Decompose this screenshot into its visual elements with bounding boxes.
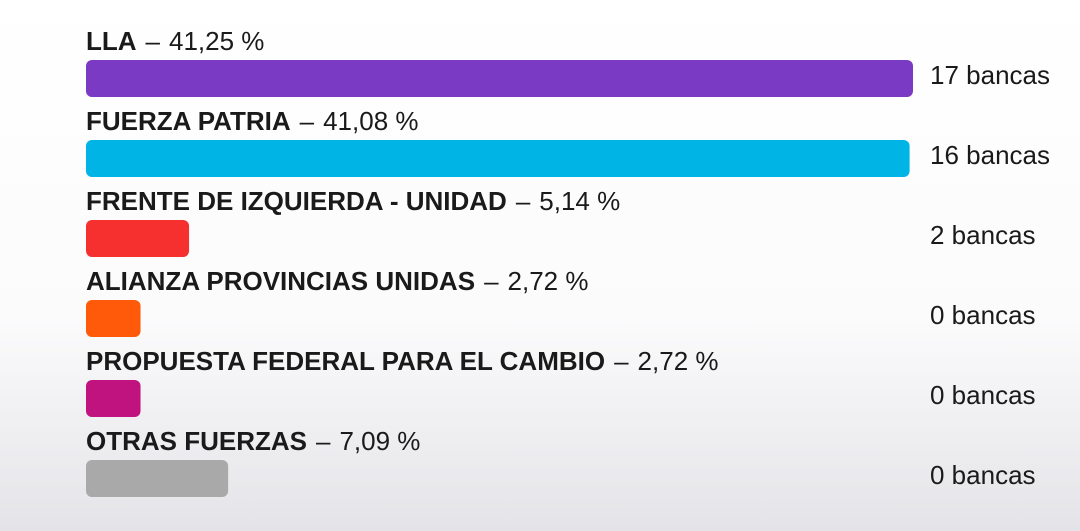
party-name: PROPUESTA FEDERAL PARA EL CAMBIO (86, 346, 605, 376)
bar (86, 300, 141, 337)
party-name: LLA (86, 26, 137, 56)
bar (86, 220, 190, 257)
bar (86, 460, 229, 497)
row-label: FRENTE DE IZQUIERDA - UNIDAD –5,14 % (86, 186, 620, 216)
seats-label: 17 bancas (930, 60, 1050, 90)
seats-label: 2 bancas (930, 220, 1036, 250)
value-label: 41,08 % (323, 106, 418, 136)
row-label: OTRAS FUERZAS –7,09 % (86, 426, 420, 456)
value-label: 5,14 % (539, 186, 620, 216)
value-label: 7,09 % (339, 426, 420, 456)
seats-label: 16 bancas (930, 140, 1050, 170)
separator: – (316, 426, 331, 456)
bar (86, 140, 910, 177)
bar (86, 60, 913, 97)
value-label: 2,72 % (508, 266, 589, 296)
party-name: ALIANZA PROVINCIAS UNIDAS (86, 266, 475, 296)
separator: – (300, 106, 315, 136)
seats-label: 0 bancas (930, 300, 1036, 330)
value-label: 41,25 % (169, 26, 264, 56)
separator: – (516, 186, 531, 216)
seats-label: 0 bancas (930, 460, 1036, 490)
bar (86, 380, 141, 417)
row-label: LLA –41,25 % (86, 26, 264, 56)
party-name: OTRAS FUERZAS (86, 426, 307, 456)
party-name: FRENTE DE IZQUIERDA - UNIDAD (86, 186, 507, 216)
seats-label: 0 bancas (930, 380, 1036, 410)
separator: – (614, 346, 629, 376)
row-label: ALIANZA PROVINCIAS UNIDAS –2,72 % (86, 266, 588, 296)
party-name: FUERZA PATRIA (86, 106, 291, 136)
row-label: PROPUESTA FEDERAL PARA EL CAMBIO –2,72 % (86, 346, 719, 376)
separator: – (146, 26, 161, 56)
row-label: FUERZA PATRIA –41,08 % (86, 106, 419, 136)
separator: – (484, 266, 499, 296)
value-label: 2,72 % (638, 346, 719, 376)
